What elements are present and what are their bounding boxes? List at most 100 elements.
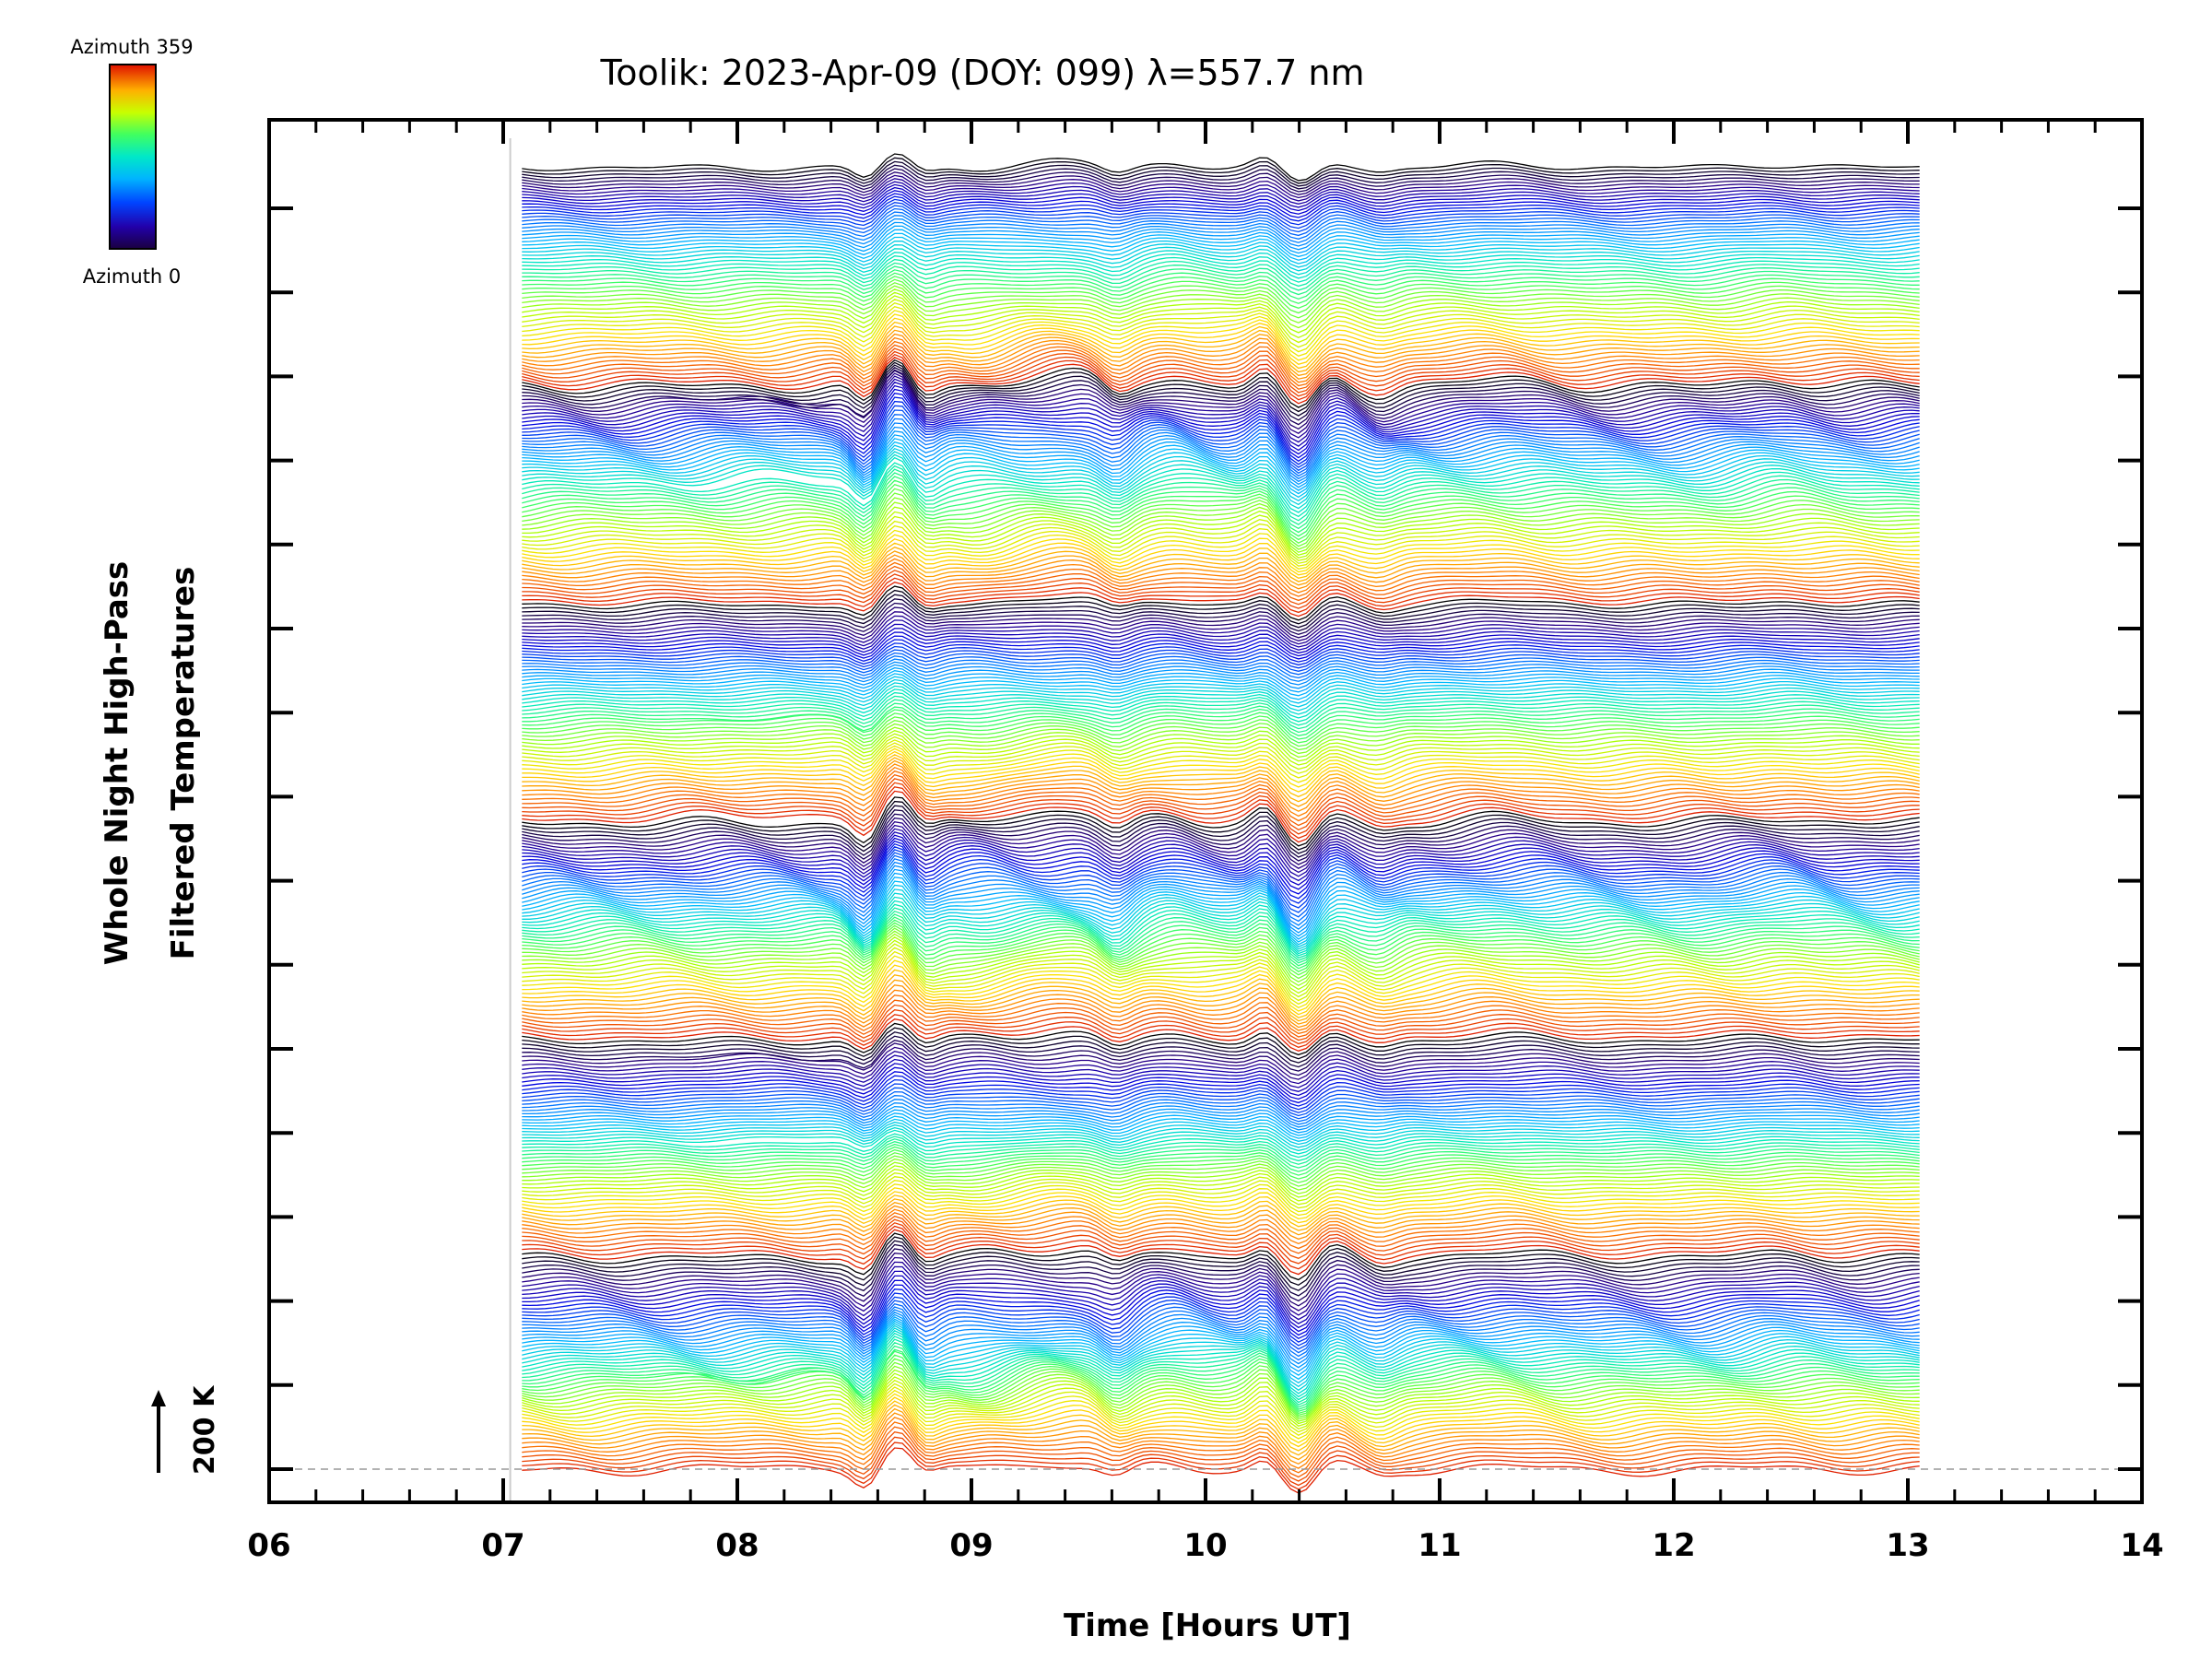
- azimuth-trace: [522, 1430, 1920, 1482]
- azimuth-trace: [522, 183, 1920, 208]
- azimuth-trace: [522, 936, 1920, 991]
- azimuth-trace: [522, 645, 1920, 669]
- azimuth-trace: [522, 828, 1920, 877]
- azimuth-trace: [522, 1141, 1920, 1169]
- azimuth-trace: [522, 456, 1920, 513]
- azimuth-trace: [522, 635, 1920, 660]
- azimuth-trace: [522, 834, 1920, 886]
- azimuth-trace: [522, 1306, 1920, 1358]
- azimuth-trace: [522, 642, 1920, 666]
- azimuth-trace: [522, 763, 1920, 812]
- azimuth-trace: [522, 1318, 1920, 1376]
- azimuth-trace: [522, 602, 1920, 635]
- azimuth-trace: [522, 462, 1920, 518]
- azimuth-trace: [522, 344, 1920, 390]
- azimuth-trace: [522, 301, 1920, 348]
- colorbar-legend: Azimuth 359 Azimuth 0: [70, 36, 193, 288]
- azimuth-trace: [522, 364, 1920, 417]
- azimuth-trace: [522, 414, 1920, 475]
- azimuth-trace: [522, 288, 1920, 329]
- azimuth-trace: [522, 472, 1920, 530]
- azimuth-trace: [522, 561, 1920, 597]
- azimuth-trace: [522, 369, 1920, 426]
- azimuth-trace: [522, 842, 1920, 900]
- azimuth-trace: [522, 849, 1920, 909]
- azimuth-trace: [522, 688, 1920, 719]
- azimuth-trace: [522, 305, 1920, 353]
- azimuth-trace: [522, 168, 1920, 193]
- azimuth-trace: [522, 1350, 1920, 1413]
- azimuth-trace: [522, 1338, 1920, 1404]
- azimuth-trace: [522, 468, 1920, 525]
- scale-bar: 200 K: [151, 1384, 221, 1475]
- azimuth-trace: [522, 258, 1920, 288]
- azimuth-trace: [522, 1095, 1920, 1123]
- azimuth-trace: [522, 1215, 1920, 1254]
- azimuth-trace: [522, 1248, 1920, 1302]
- azimuth-trace: [522, 699, 1920, 730]
- azimuth-trace: [522, 221, 1920, 251]
- azimuth-trace: [522, 754, 1920, 798]
- azimuth-trace: [522, 1054, 1920, 1088]
- azimuth-trace: [522, 347, 1920, 394]
- azimuth-trace: [522, 269, 1920, 300]
- azimuth-trace: [522, 1004, 1920, 1041]
- azimuth-trace: [522, 959, 1920, 1012]
- azimuth-trace: [522, 524, 1920, 567]
- azimuth-trace: [522, 350, 1920, 397]
- azimuth-trace: [522, 153, 1920, 182]
- chart-title-group: Toolik: 2023-Apr-09 (DOY: 099) λ=557.7 n…: [600, 53, 1365, 93]
- azimuth-trace: [522, 1090, 1920, 1120]
- azimuth-trace: [522, 265, 1920, 296]
- azimuth-trace: [522, 759, 1920, 807]
- azimuth-trace: [522, 1270, 1920, 1324]
- azimuth-trace: [522, 299, 1920, 344]
- azimuth-trace: [522, 1229, 1920, 1276]
- azimuth-trace: [522, 939, 1920, 994]
- azimuth-trace: [522, 594, 1920, 629]
- azimuth-trace: [522, 1243, 1920, 1297]
- azimuth-trace: [522, 1143, 1920, 1172]
- azimuth-trace: [522, 628, 1920, 654]
- azimuth-trace: [522, 1018, 1920, 1052]
- azimuth-trace: [522, 1302, 1920, 1354]
- azimuth-trace: [522, 538, 1920, 576]
- azimuth-trace: [522, 1009, 1920, 1045]
- azimuth-trace: [522, 396, 1920, 463]
- x-tick-label: 13: [1886, 1527, 1929, 1564]
- azimuth-trace: [522, 476, 1920, 534]
- azimuth-trace: [522, 1035, 1920, 1068]
- azimuth-trace: [522, 1148, 1920, 1180]
- azimuth-trace: [522, 1014, 1920, 1048]
- azimuth-trace: [522, 1158, 1920, 1191]
- azimuth-trace: [522, 550, 1920, 586]
- azimuth-trace: [522, 1187, 1920, 1220]
- azimuth-trace: [522, 1313, 1920, 1369]
- azimuth-trace: [522, 884, 1920, 946]
- azimuth-trace: [522, 1212, 1920, 1250]
- azimuth-trace: [522, 310, 1920, 358]
- azimuth-trace: [522, 205, 1920, 233]
- azimuth-trace: [522, 1201, 1920, 1236]
- x-axis-ticks: [267, 120, 2144, 1502]
- azimuth-trace: [522, 1138, 1920, 1165]
- azimuth-trace: [522, 171, 1920, 195]
- x-tick-label: 14: [2120, 1527, 2163, 1564]
- azimuth-trace: [522, 405, 1920, 468]
- azimuth-trace: [522, 1222, 1920, 1265]
- azimuth-trace: [522, 631, 1920, 657]
- azimuth-trace: [522, 770, 1920, 822]
- x-axis-tick-labels: 06 07 08 09 10 11 12 13 14: [247, 1527, 2163, 1564]
- azimuth-trace: [522, 1109, 1920, 1134]
- azimuth-trace: [522, 229, 1920, 258]
- azimuth-trace: [522, 691, 1920, 723]
- azimuth-trace: [522, 606, 1920, 639]
- azimuth-trace: [522, 215, 1920, 243]
- azimuth-trace: [522, 1191, 1920, 1224]
- x-axis-title: Time [Hours UT]: [1064, 1607, 1351, 1644]
- azimuth-trace: [522, 361, 1920, 413]
- azimuth-trace: [522, 880, 1920, 943]
- y-axis-title-line2: Filtered Temperatures: [165, 567, 202, 960]
- azimuth-trace: [522, 1447, 1920, 1494]
